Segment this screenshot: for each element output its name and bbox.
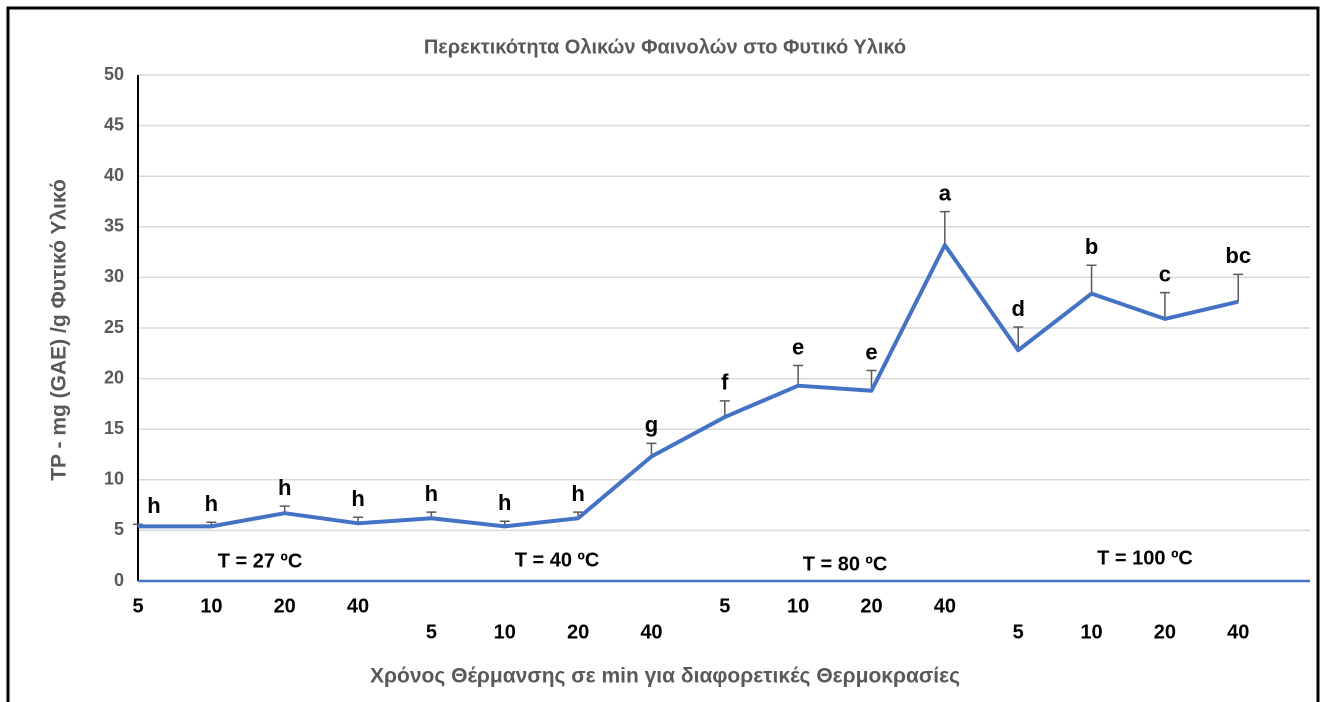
y-tick-label: 35 <box>104 216 124 236</box>
annotation: e <box>865 339 877 364</box>
x-tick-label: 20 <box>274 595 296 617</box>
x-tick-label: 10 <box>1080 621 1102 643</box>
error-bar <box>1086 264 1097 294</box>
x-tick-label: 40 <box>347 595 369 617</box>
group-label: T = 40 ºC <box>515 549 600 571</box>
x-tick-label: 40 <box>640 621 662 643</box>
annotation: h <box>147 493 160 518</box>
error-bar <box>1013 326 1024 351</box>
group-label: T = 27 ºC <box>218 550 303 572</box>
annotation: b <box>1085 234 1098 259</box>
y-tick-label: 5 <box>114 519 124 539</box>
annotation: g <box>645 412 658 437</box>
annotation: h <box>498 490 511 515</box>
error-bar <box>719 400 730 418</box>
error-bar <box>1159 291 1170 319</box>
y-tick-label: 20 <box>104 367 124 387</box>
x-axis-title: Χρόνος Θέρμανσης σε min για διαφορετικές… <box>370 665 960 688</box>
annotation: h <box>351 486 364 511</box>
y-tick-label: 10 <box>104 469 124 489</box>
annotation: d <box>1011 296 1024 321</box>
annotation: bc <box>1225 243 1251 268</box>
y-tick-label: 25 <box>104 317 124 337</box>
group-label: T = 80 ºC <box>803 553 888 575</box>
x-tick-label: 5 <box>426 621 437 643</box>
chart-title: Περεκτικότητα Ολικών Φαινολών στο Φυτικό… <box>424 36 906 58</box>
y-axis-title: TP - mg (GAE) /g Φυτικό Υλικό <box>48 179 71 481</box>
frame <box>6 6 1320 702</box>
group-label: T = 100 ºC <box>1097 547 1193 569</box>
x-tick-label: 5 <box>719 595 730 617</box>
error-bar <box>1233 273 1244 302</box>
annotation: h <box>425 481 438 506</box>
y-tick-label: 30 <box>104 266 124 286</box>
error-bar <box>939 210 950 246</box>
annotation: f <box>721 370 729 395</box>
annotation: a <box>939 180 952 205</box>
x-tick-label: 20 <box>860 595 882 617</box>
x-tick-label: 40 <box>1227 621 1249 643</box>
annotation: h <box>278 475 291 500</box>
error-bar <box>793 364 804 386</box>
x-tick-label: 20 <box>567 621 589 643</box>
annotation: h <box>571 481 584 506</box>
y-tick-label: 50 <box>104 64 124 84</box>
x-tick-label: 10 <box>494 621 516 643</box>
x-tick-label: 40 <box>934 595 956 617</box>
y-tick-label: 40 <box>104 165 124 185</box>
annotation: e <box>792 334 804 359</box>
annotation: c <box>1159 261 1171 286</box>
x-tick-label: 5 <box>132 595 143 617</box>
x-tick-label: 10 <box>787 595 809 617</box>
x-tick-label: 20 <box>1154 621 1176 643</box>
y-tick-label: 15 <box>104 418 124 438</box>
annotation: h <box>205 491 218 516</box>
x-tick-label: 10 <box>200 595 222 617</box>
y-tick-label: 0 <box>114 570 124 590</box>
data-line <box>138 243 1239 529</box>
x-tick-label: 5 <box>1013 621 1024 643</box>
y-tick-label: 45 <box>104 114 124 134</box>
